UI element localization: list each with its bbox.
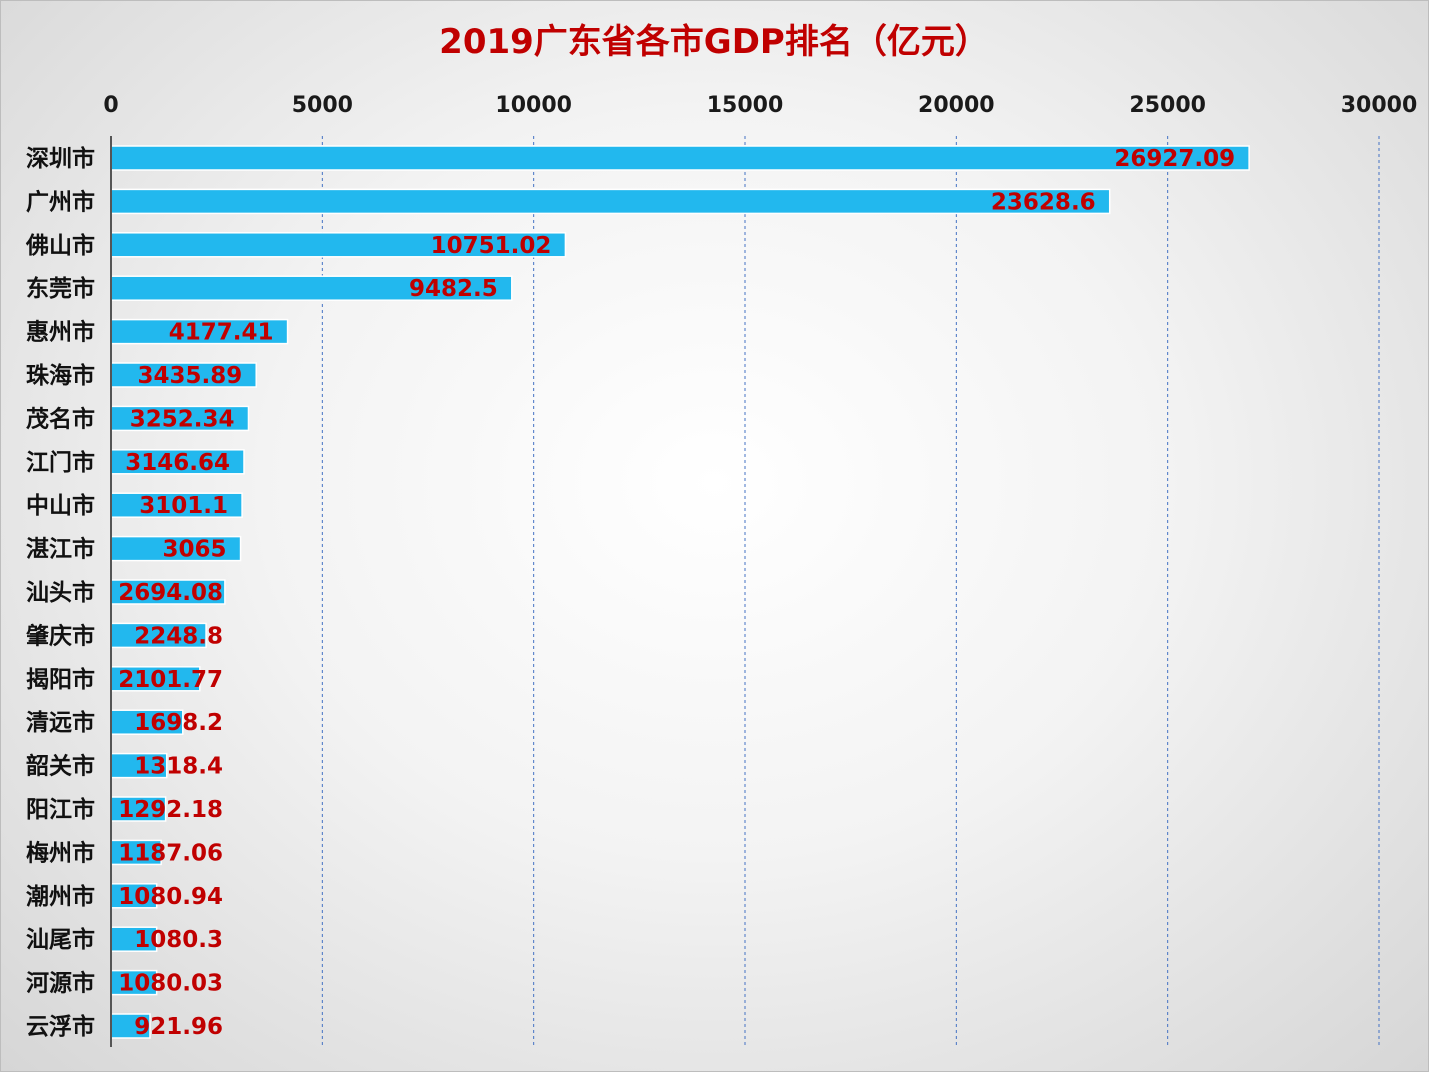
value-label: 1080.3 [134, 927, 223, 953]
x-tick-label: 5000 [292, 93, 353, 118]
value-label: 4177.41 [169, 320, 274, 346]
x-tick-label: 20000 [918, 93, 995, 118]
bar [110, 1013, 151, 1039]
x-tick-label: 15000 [707, 93, 784, 118]
category-label: 汕尾市 [26, 926, 95, 953]
value-label: 1318.4 [134, 754, 223, 780]
chart-title: 2019广东省各市GDP排名（亿元） [439, 22, 989, 62]
x-tick-label: 25000 [1129, 93, 1206, 118]
category-label: 云浮市 [26, 1013, 95, 1040]
category-label: 东莞市 [26, 275, 95, 302]
category-label: 揭阳市 [26, 666, 95, 693]
value-label: 9482.5 [409, 276, 498, 302]
value-label: 23628.6 [991, 189, 1096, 215]
category-label: 茂名市 [26, 405, 95, 432]
bar [110, 535, 242, 562]
value-label: 2248.8 [134, 623, 223, 649]
bar [110, 969, 158, 996]
value-label: 2101.77 [118, 667, 223, 693]
value-label: 26927.09 [1114, 146, 1235, 172]
category-label: 梅州市 [26, 839, 95, 866]
category-label: 汕头市 [26, 579, 95, 606]
category-label: 阳江市 [26, 796, 95, 823]
bar [110, 666, 201, 692]
category-label: 韶关市 [26, 753, 95, 780]
labels: 0 5000 10000 15000 20000 25000 30000 深圳市 26927.0… [25, 93, 1417, 1040]
value-label: 1080.03 [118, 971, 223, 997]
bar [110, 188, 1111, 215]
category-label: 惠州市 [26, 319, 95, 346]
category-label: 清远市 [26, 709, 95, 736]
category-label: 佛山市 [25, 232, 95, 259]
category-label: 深圳市 [26, 145, 95, 172]
value-label: 1292.18 [118, 797, 223, 823]
bar [110, 405, 250, 432]
category-label: 江门市 [26, 449, 95, 476]
value-label: 3252.34 [130, 406, 235, 432]
value-label: 921.96 [134, 1014, 223, 1040]
bar [110, 145, 1250, 171]
value-label: 1080.94 [118, 884, 223, 910]
gridlines [321, 136, 1380, 1047]
x-tick-label: 30000 [1341, 93, 1418, 118]
value-label: 1187.06 [118, 840, 223, 866]
bars [110, 145, 1250, 1039]
category-label: 潮州市 [26, 883, 95, 910]
bar [110, 449, 245, 475]
bar [110, 796, 167, 822]
value-label: 3146.64 [125, 450, 230, 476]
category-label: 珠海市 [26, 362, 95, 389]
x-tick-label: 10000 [495, 93, 572, 118]
category-label: 肇庆市 [26, 622, 95, 649]
value-label: 3065 [163, 537, 227, 563]
bar [110, 709, 184, 735]
category-label: 湛江市 [26, 536, 95, 563]
value-label: 1698.2 [134, 710, 223, 736]
bar [110, 492, 243, 518]
bar [110, 752, 168, 779]
category-label: 中山市 [26, 492, 95, 519]
value-label: 2694.08 [118, 580, 223, 606]
bar [110, 839, 162, 866]
bar [110, 622, 207, 649]
category-label: 河源市 [26, 970, 95, 997]
category-label: 广州市 [26, 188, 95, 215]
value-label: 3101.1 [139, 493, 228, 519]
x-tick-label: 0 [103, 93, 118, 118]
value-label: 3435.89 [137, 363, 242, 389]
bar [110, 275, 513, 301]
value-label: 10751.02 [431, 233, 552, 259]
bar [110, 579, 226, 605]
